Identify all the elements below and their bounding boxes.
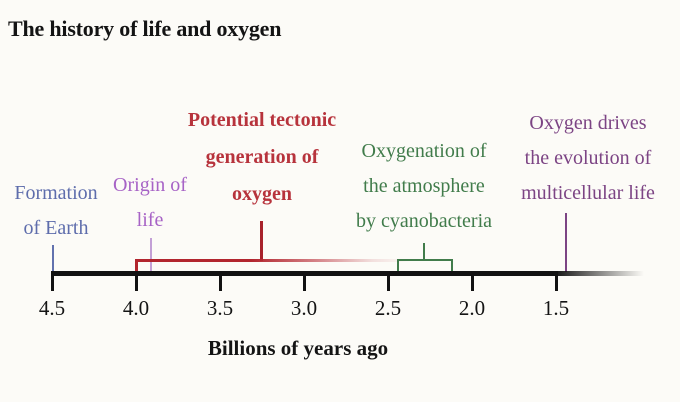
event-label-line: Oxygenation of bbox=[361, 140, 487, 162]
axis-tick-label: 4.0 bbox=[122, 296, 150, 320]
axis-tick-4-5 bbox=[51, 271, 54, 291]
event-label-line: oxygen bbox=[232, 183, 292, 205]
axis-tick-2-5 bbox=[387, 271, 390, 291]
event-label-origin-of-life: Origin of life bbox=[113, 168, 187, 238]
axis-tick-label: 4.5 bbox=[38, 296, 66, 320]
axis-tick-label: 2.0 bbox=[458, 296, 486, 320]
event-label-tectonic-oxygen: Potential tectonic generation of oxygen bbox=[188, 102, 336, 213]
axis-tick-4-0 bbox=[135, 271, 138, 291]
event-label-multicellular-life: Oxygen drives the evolution of multicell… bbox=[521, 106, 655, 211]
connector-line-origin-of-life bbox=[150, 238, 152, 272]
axis-tick-label: 1.5 bbox=[542, 296, 570, 320]
connector-line-multicellular-life bbox=[565, 213, 567, 272]
event-label-line: Formation bbox=[14, 182, 98, 204]
event-label-line: of Earth bbox=[23, 217, 89, 239]
axis-tick-3-0 bbox=[303, 271, 306, 291]
event-label-cyanobacteria-oxygenation: Oxygenation of the atmosphere by cyanoba… bbox=[356, 134, 492, 239]
axis-tick-2-0 bbox=[471, 271, 474, 291]
axis-tick-1-5 bbox=[555, 271, 558, 291]
time-axis bbox=[51, 271, 650, 276]
chart-title: The history of life and oxygen bbox=[8, 16, 282, 41]
tectonic-bracket-left-end bbox=[135, 259, 138, 273]
event-label-line: the atmosphere bbox=[363, 175, 485, 197]
cyanobacteria-bracket-left-end bbox=[397, 259, 399, 272]
cyanobacteria-bracket-bar bbox=[397, 259, 453, 261]
tectonic-bracket-fading-bar bbox=[135, 259, 411, 262]
event-label-formation-of-earth: Formation of Earth bbox=[14, 176, 97, 246]
cyanobacteria-bracket-right-end bbox=[451, 259, 453, 272]
event-label-line: the evolution of bbox=[524, 147, 652, 169]
axis-title: Billions of years ago bbox=[207, 336, 389, 360]
event-label-line: Potential tectonic bbox=[187, 109, 337, 131]
event-label-line: by cyanobacteria bbox=[355, 210, 493, 232]
cyanobacteria-bracket-stem bbox=[423, 243, 425, 260]
axis-tick-label: 2.5 bbox=[374, 296, 402, 320]
event-label-line: multicellular life bbox=[521, 182, 655, 204]
axis-tick-label: 3.5 bbox=[206, 296, 234, 320]
axis-tick-label: 3.0 bbox=[290, 296, 318, 320]
event-label-line: Origin of bbox=[113, 174, 187, 196]
connector-line-formation-of-earth bbox=[52, 245, 54, 272]
event-label-line: Oxygen drives bbox=[529, 112, 647, 134]
event-label-line: life bbox=[136, 209, 164, 231]
event-label-line: generation of bbox=[205, 146, 319, 168]
axis-tick-3-5 bbox=[219, 271, 222, 291]
tectonic-bracket-stem bbox=[260, 221, 263, 261]
